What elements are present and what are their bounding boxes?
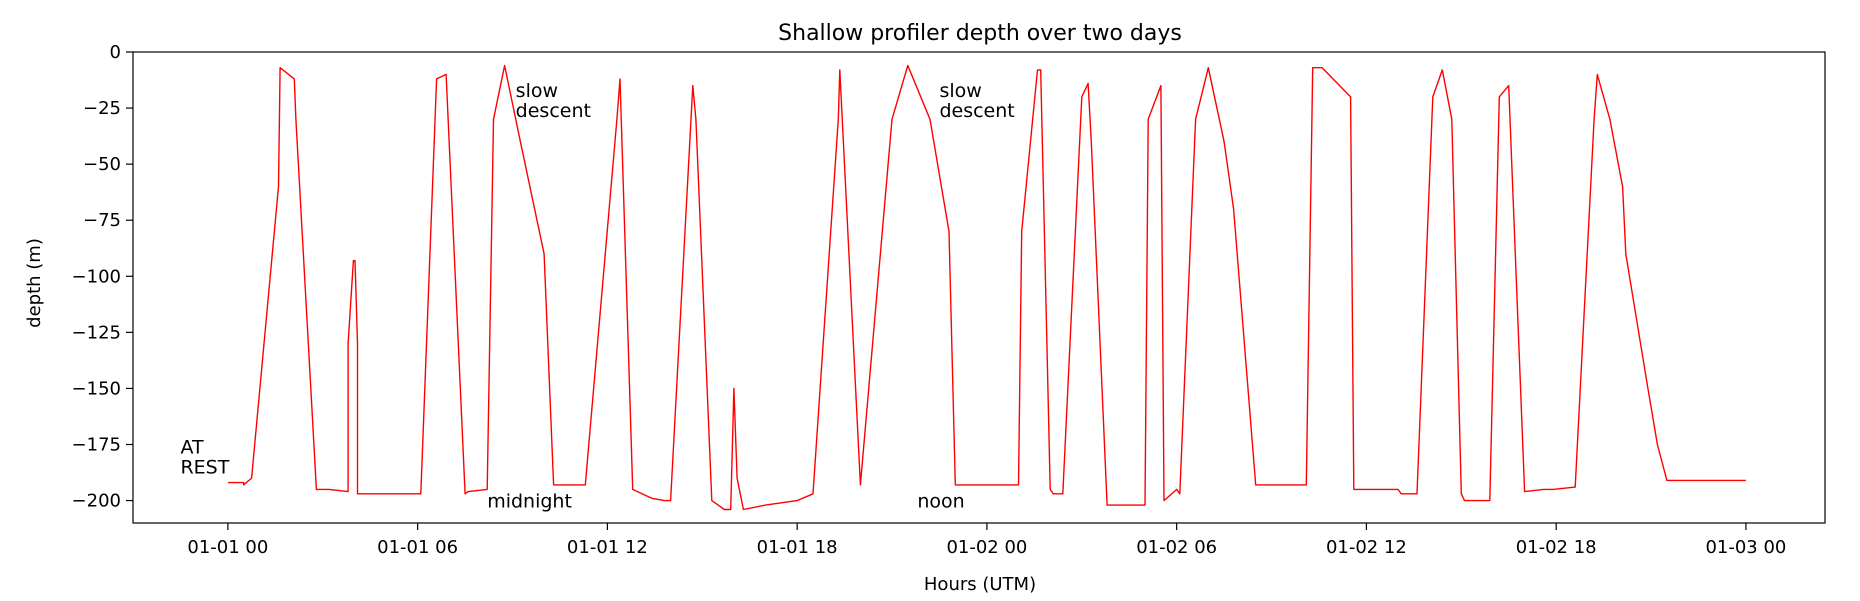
annotation-4: slow descent — [939, 80, 1014, 122]
annotation-0: AT REST — [180, 436, 229, 478]
annotation-3: noon — [917, 490, 964, 512]
annotation-line: descent — [516, 100, 591, 122]
chart-title: Shallow profiler depth over two days — [778, 21, 1182, 46]
annotation-line: slow — [516, 80, 558, 102]
y-tick-label: −150 — [72, 378, 121, 399]
annotation-line: AT — [180, 436, 204, 458]
x-tick-label: 01-01 18 — [757, 537, 838, 558]
plot-area — [227, 64, 1746, 511]
plot-frame — [132, 51, 1826, 524]
x-tick-label: 01-03 00 — [1705, 537, 1786, 558]
depth-series-line-0 — [227, 64, 1746, 511]
y-tick-label: −175 — [72, 435, 121, 456]
x-tick-label: 01-02 12 — [1326, 537, 1407, 558]
annotation-line: descent — [939, 100, 1014, 122]
y-tick-label: −100 — [72, 266, 121, 287]
y-tick-label: −25 — [83, 98, 121, 119]
annotation-1: midnight — [487, 490, 572, 512]
annotation-line: REST — [180, 456, 229, 478]
x-tick-label: 01-02 06 — [1136, 537, 1217, 558]
annotation-line: noon — [917, 490, 964, 512]
y-tick-label: −50 — [83, 154, 121, 175]
x-axis-title: Hours (UTM) — [924, 574, 1036, 595]
x-tick-label: 01-01 06 — [377, 537, 458, 558]
y-tick-label: −200 — [72, 491, 121, 512]
x-tick-label: 01-01 12 — [567, 537, 648, 558]
axes: 01-01 00 01-01 06 01-01 12 01-01 18 01-02 00… — [72, 42, 1826, 558]
y-axis-title: depth (m) — [24, 238, 45, 328]
y-tick-label: −75 — [83, 210, 121, 231]
y-tick-label: −125 — [72, 322, 121, 343]
x-tick-label: 01-01 00 — [187, 537, 268, 558]
x-tick-label: 01-02 18 — [1516, 537, 1597, 558]
annotation-line: midnight — [487, 490, 572, 512]
annotation-line: slow — [939, 80, 981, 102]
annotation-2: slow descent — [516, 80, 591, 122]
x-tick-label: 01-02 00 — [946, 537, 1027, 558]
y-tick-label: 0 — [110, 42, 121, 63]
